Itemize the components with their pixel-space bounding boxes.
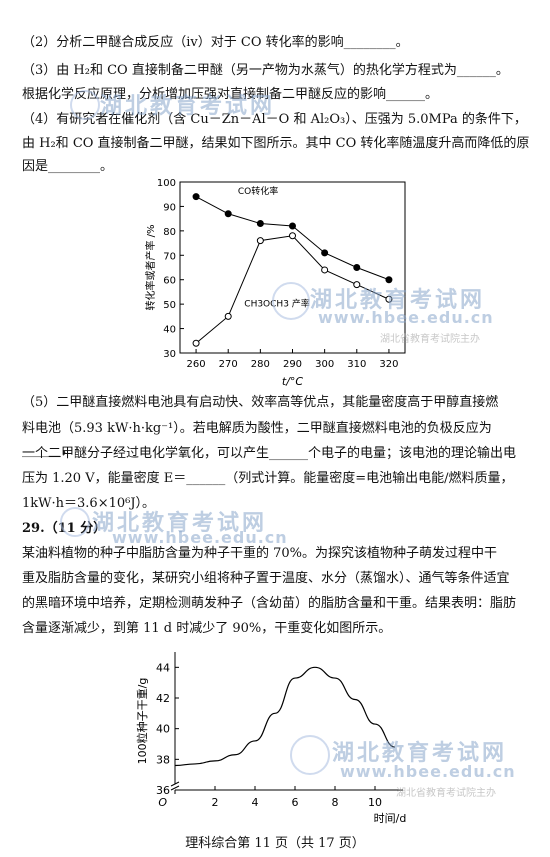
data-point [385, 276, 393, 284]
q5-line5: 1kW·h＝3.6×10⁶J）。 [22, 496, 156, 511]
y-tick-label: 100 [157, 178, 176, 189]
y-tick-label: 36 [156, 784, 170, 797]
q3-line2: 根据化学反应原理，分析增加压强对直接制备二甲醚反应的影响______。 [22, 87, 439, 102]
watermark-title: 湖北教育考试网 [332, 741, 508, 766]
y-tick-label: 38 [156, 753, 170, 766]
q2-text: （2）分析二甲醚合成反应（iv）对于 CO 转化率的影响________。 [22, 35, 409, 50]
x-axis-label: t/°C [282, 375, 304, 388]
dry-weight-chart: 36 38 40 42 44 2 4 6 8 10 O 时间/d 100粒种子干重/g [135, 652, 407, 825]
y-tick-label: 60 [163, 276, 176, 287]
q5-line2: 料电池（5.93 kW·h·kg⁻¹）。若电解质为酸性，二甲醚直接燃料电池的负极… [22, 421, 492, 458]
watermark-seal [290, 735, 330, 775]
q4-line1: （4）有研究者在催化剂（含 Cu－Zn－Al－O 和 Al₂O₃）、压强为 5.… [22, 112, 527, 127]
q5-line1: （5）二甲醚直接燃料电池具有启动快、效率高等优点，其能量密度高于甲醇直接燃 [22, 395, 499, 410]
origin-label: O [158, 796, 167, 809]
watermark-seal [70, 90, 100, 120]
q29-line2: 重及脂肪含量的变化，某研究小组将种子置于温度、水分（蒸馏水）、通气等条件适宜 [22, 571, 510, 586]
watermark-url: www.hbee.edu.cn [340, 762, 516, 781]
x-tick-label: 10 [368, 796, 382, 809]
data-point [192, 339, 200, 347]
x-tick-label: 260 [187, 359, 206, 370]
x-tick-label: 6 [292, 796, 299, 809]
x-tick-label: 320 [379, 359, 398, 370]
data-point [192, 193, 200, 201]
watermark-seal [272, 282, 310, 320]
y-axis-label: 转化率或者产率 /% [144, 224, 157, 310]
x-tick-label: 310 [347, 359, 366, 370]
y-tick-label: 40 [163, 325, 176, 336]
q29-line3: 的黑暗环境中培养，定期检测萌发种子（含幼苗）的脂肪含量和干重。结果表明：脂肪 [22, 596, 517, 611]
y-tick-label: 90 [163, 202, 176, 213]
y-tick-label: 80 [163, 227, 176, 238]
q5-line3: 一个二甲醚分子经过电化学氧化，可以产生______个电子的电量；该电池的理论输出… [22, 446, 517, 461]
series-label: CO转化率 [238, 185, 278, 197]
watermark-subtitle: 湖北省教育考试院主办 [380, 334, 480, 345]
q3-line1: （3）由 H₂和 CO 直接制备二甲醚（另一产物为水蒸气）的热化学方程式为___… [22, 63, 509, 78]
y-tick-label: 40 [156, 723, 170, 736]
plot-frame [179, 181, 406, 354]
watermark-url: www.hbee.edu.cn [318, 308, 494, 327]
watermark-title: 湖北教育考试网 [310, 288, 486, 313]
watermark-seal [60, 507, 90, 537]
data-point [224, 210, 232, 218]
q4-line2: 由 H₂和 CO 直接制备二甲醚，结果如下图所示。其中 CO 转化率随温度升高而… [22, 136, 530, 151]
data-point [385, 295, 393, 303]
y-tick-label: 50 [163, 300, 176, 311]
watermark-subtitle: 湖北省教育考试院主办 [396, 788, 496, 799]
data-point [224, 312, 232, 320]
y-tick-label: 30 [163, 349, 176, 360]
data-point [289, 222, 296, 230]
x-tick-label: 8 [332, 796, 339, 809]
data-point [256, 237, 264, 245]
y-tick-label: 44 [156, 661, 170, 674]
y-tick-label: 42 [156, 692, 170, 705]
x-tick-label: 2 [212, 796, 219, 809]
x-tick-label: 280 [251, 359, 270, 370]
dry-weight-curve [174, 666, 396, 767]
axis-break [170, 781, 180, 791]
x-tick-label: 4 [252, 796, 259, 809]
data-point [353, 281, 361, 289]
data-point [321, 266, 329, 274]
y-tick-label: 70 [163, 251, 176, 262]
watermark-url: www.hbee.edu.cn [112, 528, 288, 547]
q29-line4: 含量逐渐减少，到第 11 d 时减少了 90%，干重变化如图所示。 [22, 621, 392, 636]
x-tick-label: 270 [219, 359, 238, 370]
x-tick-label: 290 [283, 359, 302, 370]
data-point [353, 264, 361, 271]
x-axis-label: 时间/d [374, 812, 407, 825]
watermark-title: 湖北教育考试网 [92, 511, 268, 536]
x-tick-label: 300 [315, 359, 334, 370]
data-point [256, 220, 264, 228]
page-footer: 理科综合第 11 页（共 17 页） [185, 836, 365, 851]
data-point [321, 249, 329, 257]
watermark-title: 湖北教育考试网 [100, 94, 276, 119]
q29-line1: 某油料植物的种子中脂肪含量为种子干重的 70%。为探究该植物种子萌发过程中干 [22, 546, 498, 561]
data-point [289, 232, 296, 240]
y-axis-label: 100粒种子干重/g [135, 678, 149, 765]
q4-line3: 因是________。 [22, 159, 114, 174]
q5-line4: 压为 1.20 V，能量密度 E＝______（列式计算。能量密度=电池输出电能… [22, 471, 514, 486]
